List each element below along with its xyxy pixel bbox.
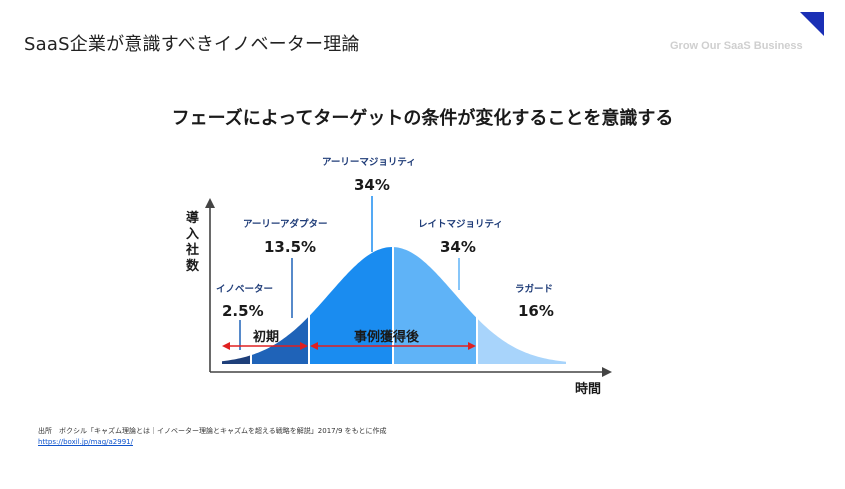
label-late-majority-percent: 34%	[440, 238, 476, 256]
y-axis-arrow-icon	[205, 198, 215, 208]
phase-arrow-early	[222, 342, 308, 350]
source-citation: 出所 ボクシル「キャズム理論とは｜イノベーター理論とキャズムを超える戦略を解説」…	[38, 426, 387, 448]
phase-label-early: 初期	[253, 329, 279, 345]
corner-triangle-icon	[800, 12, 824, 36]
label-innovators-percent: 2.5%	[222, 302, 264, 320]
headline: フェーズによってターゲットの条件が変化することを意識する	[171, 108, 674, 129]
phase-label-after: 事例獲得後	[354, 329, 420, 345]
brand-logo-text: Grow Our SaaS Business	[670, 40, 803, 52]
page-title: SaaS企業が意識すべきイノベーター理論	[24, 34, 360, 55]
label-innovators-name: イノベーター	[216, 283, 273, 295]
y-axis-label: 導入社数	[185, 210, 200, 274]
label-early-adopters-percent: 13.5%	[264, 238, 316, 256]
x-axis-label: 時間	[575, 381, 601, 397]
x-axis-arrow-icon	[602, 367, 612, 377]
label-early-majority-name: アーリーマジョリティ	[322, 157, 416, 168]
label-laggards-percent: 16%	[518, 302, 554, 320]
source-link[interactable]: https://boxil.jp/mag/a2991/	[38, 438, 133, 446]
label-early-majority-percent: 34%	[354, 176, 390, 194]
label-laggards-name: ラガード	[515, 283, 553, 295]
label-early-adopters-name: アーリーアダプター	[243, 218, 328, 230]
phase-arrow-after	[310, 342, 476, 350]
source-text: 出所 ボクシル「キャズム理論とは｜イノベーター理論とキャズムを超える戦略を解説」…	[38, 427, 387, 435]
label-late-majority-name: レイトマジョリティ	[418, 219, 503, 230]
